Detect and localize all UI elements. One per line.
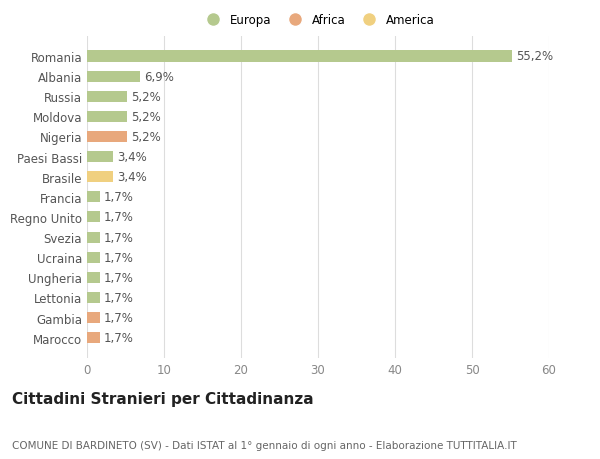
Text: 5,2%: 5,2% [131, 111, 161, 123]
Text: 1,7%: 1,7% [104, 331, 134, 344]
Text: 6,9%: 6,9% [144, 70, 174, 84]
Bar [87, 332, 100, 343]
Bar [87, 72, 140, 83]
Text: 1,7%: 1,7% [104, 211, 134, 224]
Text: 1,7%: 1,7% [104, 191, 134, 204]
Text: 3,4%: 3,4% [117, 151, 147, 164]
Text: 55,2%: 55,2% [516, 50, 553, 63]
Legend: Europa, Africa, America: Europa, Africa, America [198, 11, 438, 30]
Text: 1,7%: 1,7% [104, 231, 134, 244]
Text: 1,7%: 1,7% [104, 291, 134, 304]
Bar [87, 272, 100, 283]
Text: 5,2%: 5,2% [131, 90, 161, 103]
Text: 3,4%: 3,4% [117, 171, 147, 184]
Text: COMUNE DI BARDINETO (SV) - Dati ISTAT al 1° gennaio di ogni anno - Elaborazione : COMUNE DI BARDINETO (SV) - Dati ISTAT al… [12, 440, 517, 450]
Bar [87, 212, 100, 223]
Text: 1,7%: 1,7% [104, 271, 134, 284]
Bar [87, 151, 113, 163]
Bar [87, 132, 127, 143]
Bar [87, 292, 100, 303]
Bar [87, 172, 113, 183]
Bar [87, 252, 100, 263]
Text: 5,2%: 5,2% [131, 131, 161, 144]
Bar [87, 51, 512, 62]
Bar [87, 91, 127, 102]
Bar [87, 112, 127, 123]
Bar [87, 192, 100, 203]
Text: Cittadini Stranieri per Cittadinanza: Cittadini Stranieri per Cittadinanza [12, 391, 314, 406]
Text: 1,7%: 1,7% [104, 311, 134, 325]
Bar [87, 312, 100, 323]
Text: 1,7%: 1,7% [104, 251, 134, 264]
Bar [87, 232, 100, 243]
